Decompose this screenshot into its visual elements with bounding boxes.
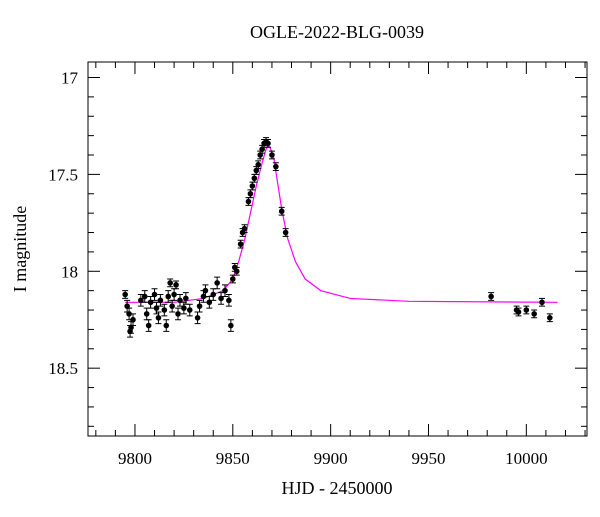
data-point: [245, 198, 252, 205]
data-point: [531, 311, 537, 317]
y-tick-label: 17: [61, 69, 79, 88]
x-tick-label: 9900: [314, 449, 348, 468]
y-tick-label: 18.5: [48, 359, 78, 378]
data-point: [218, 295, 224, 302]
data-point: [251, 175, 258, 182]
data-point: [488, 293, 494, 300]
data-point: [167, 280, 173, 286]
model-line: [125, 144, 558, 303]
data-point: [143, 311, 150, 317]
data-point: [253, 167, 260, 174]
data-point: [186, 307, 193, 313]
data-point: [128, 324, 134, 331]
data-point: [194, 314, 201, 321]
data-point: [165, 293, 172, 300]
data-point: [122, 291, 128, 298]
data-point: [269, 152, 275, 158]
data-point: [210, 291, 217, 298]
data-point: [278, 208, 285, 215]
data-point: [181, 305, 187, 311]
x-tick-label: 10000: [505, 449, 548, 468]
data-point: [126, 311, 132, 317]
data-point: [151, 291, 158, 298]
data-point: [249, 183, 256, 189]
data-point: [255, 161, 262, 168]
data-point: [161, 307, 168, 313]
data-point: [539, 299, 545, 306]
data-point: [147, 299, 154, 306]
data-point: [257, 152, 264, 158]
data-point: [241, 225, 248, 232]
data-point: [163, 322, 170, 329]
data-point: [124, 303, 130, 309]
data-point: [175, 311, 181, 317]
data-point: [153, 305, 160, 311]
data-point: [171, 291, 177, 298]
data-point: [259, 146, 265, 153]
data-point: [206, 299, 213, 306]
y-axis-label: I magnitude: [10, 206, 30, 292]
x-tick-label: 9800: [118, 449, 152, 468]
data-point: [155, 314, 162, 321]
y-tick-label: 17.5: [48, 165, 78, 184]
data-point: [547, 314, 553, 321]
plot-frame: [87, 61, 588, 437]
data-point: [233, 268, 240, 275]
y-tick-label: 18: [61, 262, 78, 281]
data-point: [202, 287, 209, 294]
data-point: [145, 322, 152, 329]
data-point: [282, 229, 289, 236]
data-point: [183, 295, 189, 302]
x-tick-label: 9850: [216, 449, 250, 468]
data-point: [237, 241, 244, 247]
x-tick-label: 9950: [411, 449, 445, 468]
data-point: [222, 287, 228, 294]
data-point: [169, 303, 175, 309]
data-point: [515, 309, 522, 315]
data-point: [214, 280, 220, 286]
data-point: [130, 316, 136, 323]
data-point: [247, 190, 254, 197]
data-point: [138, 297, 144, 304]
data-point: [177, 297, 183, 304]
data-point: [273, 163, 279, 170]
data-point: [173, 282, 179, 288]
chart-title: OGLE-2022-BLG-0039: [250, 22, 424, 42]
data-point: [157, 297, 164, 304]
data-point: [228, 322, 234, 329]
data-point: [265, 140, 271, 147]
data-point: [141, 293, 148, 300]
data-point: [226, 297, 232, 304]
data-point: [196, 303, 203, 309]
x-axis-label: HJD - 2450000: [282, 478, 393, 498]
data-point: [230, 276, 236, 282]
data-point: [523, 307, 530, 313]
